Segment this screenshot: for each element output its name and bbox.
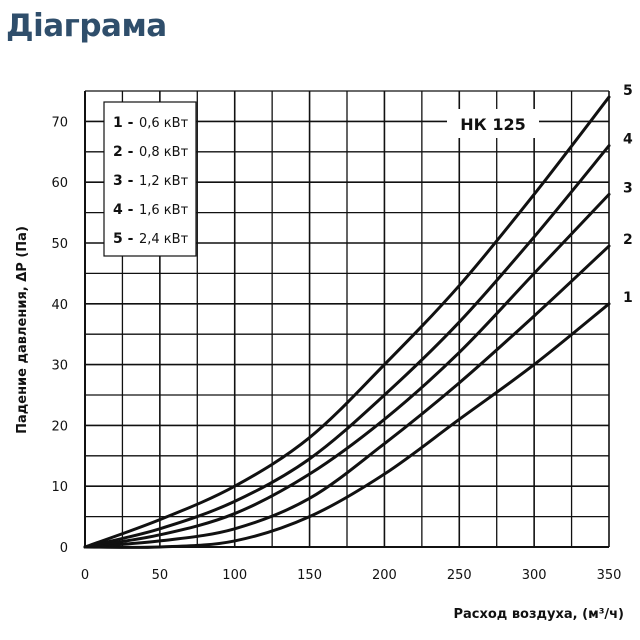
x-tick-label: 350 <box>597 568 622 583</box>
legend-item-number: 2 - <box>113 144 134 160</box>
y-tick-label: 70 <box>51 115 68 130</box>
series-labels: 1 2 3 4 5 <box>623 83 633 306</box>
series-line-4 <box>83 144 611 549</box>
y-tick-label: 50 <box>51 237 68 252</box>
y-tick-label: 20 <box>51 419 68 434</box>
series-label-5: 5 <box>623 83 633 99</box>
series-curves <box>83 95 611 549</box>
model-label-box: НК 125 <box>447 109 539 138</box>
series-label-3: 3 <box>623 180 633 196</box>
y-tick-label: 10 <box>51 480 68 495</box>
x-tick-label: 150 <box>297 568 322 583</box>
legend-item-number: 5 - <box>113 231 134 247</box>
x-tick-label: 50 <box>152 568 169 583</box>
x-tick-label: 100 <box>222 568 247 583</box>
page-title: Діаграма <box>6 8 167 44</box>
legend-item-number: 1 - <box>113 115 134 131</box>
model-label: НК 125 <box>460 115 525 134</box>
legend-item-value: 1,2 кВт <box>139 174 189 189</box>
x-tick-label: 200 <box>372 568 397 583</box>
y-axis-label: Падение давления, ΔP (Па) <box>15 226 30 434</box>
x-tick-label: 0 <box>81 568 89 583</box>
y-tick-label: 60 <box>51 176 68 191</box>
legend-item-number: 4 - <box>113 202 134 218</box>
y-tick-label: 30 <box>51 359 68 374</box>
legend-item-value: 2,4 кВт <box>139 232 189 247</box>
x-axis-label: Расход воздуха, (м³/ч) <box>453 607 624 622</box>
x-tick-label: 300 <box>522 568 547 583</box>
series-label-2: 2 <box>623 232 633 248</box>
legend-item-value: 0,6 кВт <box>139 116 189 131</box>
series-label-4: 4 <box>623 132 633 148</box>
series-line-5 <box>83 95 611 549</box>
y-tick-label: 40 <box>51 298 68 313</box>
series-label-1: 1 <box>623 290 633 306</box>
y-tick-label: 0 <box>60 541 68 556</box>
series-line-2 <box>83 244 611 549</box>
legend-item-value: 1,6 кВт <box>139 203 189 218</box>
series-line-3 <box>83 192 611 549</box>
series-line-1 <box>83 302 611 549</box>
tick-labels: 0 50 100 150 200 250 300 350 0 10 20 30 40 50 60 70 <box>51 115 621 583</box>
model-label-bg <box>447 109 539 138</box>
legend-item-number: 3 - <box>113 173 134 189</box>
legend: 1 - 0,6 кВт 2 - 0,8 кВт 3 - 1,2 кВт 4 - 1,6 кВт… <box>103 101 197 257</box>
legend-box <box>103 101 197 257</box>
legend-item-value: 0,8 кВт <box>139 145 189 160</box>
x-tick-label: 250 <box>447 568 472 583</box>
